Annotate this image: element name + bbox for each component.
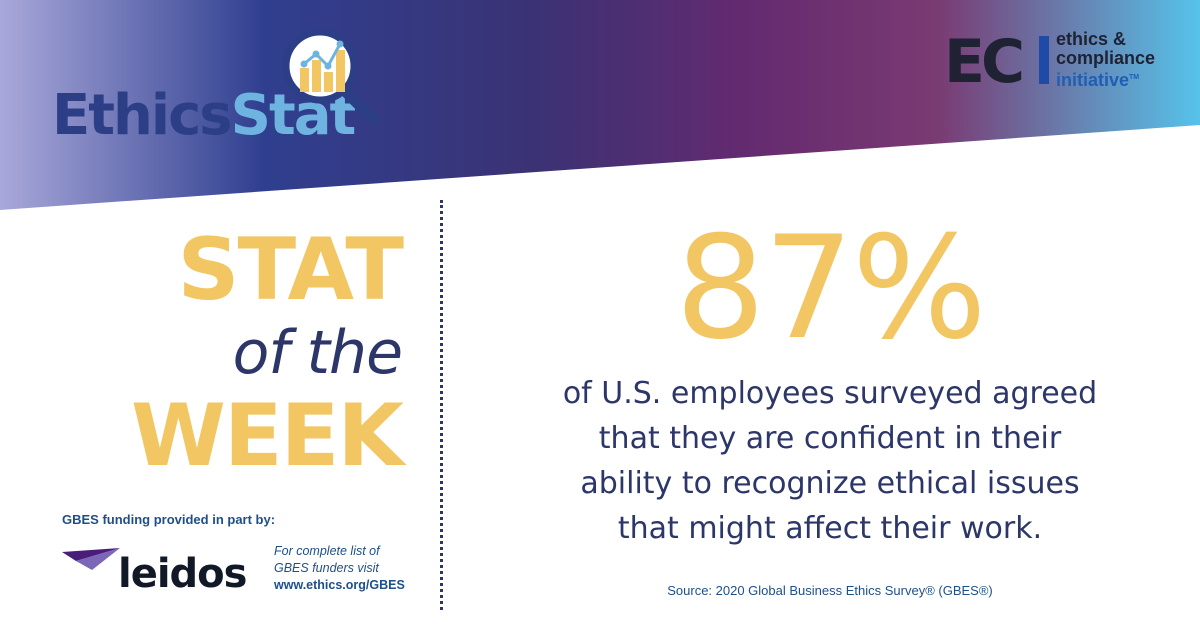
funders-note: For complete list of GBES funders visit … <box>274 543 439 594</box>
eci-line-initiative: initiativeTM <box>1056 70 1140 90</box>
stat-description-line: of U.S. employees surveyed agreed <box>562 376 1098 411</box>
funders-note-line1: For complete list of <box>274 544 380 558</box>
eci-logo: EC ethics & compliance initiativeTM <box>944 30 1184 96</box>
eci-trademark: TM <box>1129 74 1140 81</box>
heading-stat: STAT <box>177 220 404 320</box>
stat-value: 87% <box>675 206 987 371</box>
funders-url-link[interactable]: www.ethics.org/GBES <box>274 578 405 592</box>
dotted-divider <box>440 200 443 610</box>
eci-line-compliance: compliance <box>1056 48 1156 68</box>
source-citation: Source: 2020 Global Business Ethics Surv… <box>667 583 993 598</box>
stat-description: of U.S. employees surveyed agreed that t… <box>480 371 1180 551</box>
leidos-logo: leidos <box>62 540 252 600</box>
magnifier-chart-icon <box>282 28 380 126</box>
funding-label: GBES funding provided in part by: <box>62 512 276 527</box>
leidos-wordmark: leidos <box>118 551 247 597</box>
eci-wordmark: ethics & compliance initiativeTM <box>1056 30 1155 90</box>
funders-note-line2: GBES funders visit <box>274 561 379 575</box>
stat-description-line: ability to recognize ethical issues <box>580 466 1080 501</box>
eci-line-ethics: ethics & <box>1056 29 1127 49</box>
ethicsstat-logo: EthicsStat <box>52 20 382 155</box>
brand-word-ethics: Ethics <box>52 83 233 148</box>
eci-bar <box>1039 36 1049 84</box>
stat-description-line: that might affect their work. <box>617 511 1043 546</box>
eci-mark: EC <box>944 27 1025 97</box>
stat-description-line: that they are confident in their <box>598 421 1062 456</box>
stat-of-the-week-heading: STAT of the WEEK <box>62 220 404 486</box>
ethicsstat-wordmark: EthicsStat <box>52 88 356 144</box>
heading-of-the: of the <box>232 318 403 388</box>
heading-week: WEEK <box>131 386 404 486</box>
leidos-arrow-icon <box>62 548 120 570</box>
